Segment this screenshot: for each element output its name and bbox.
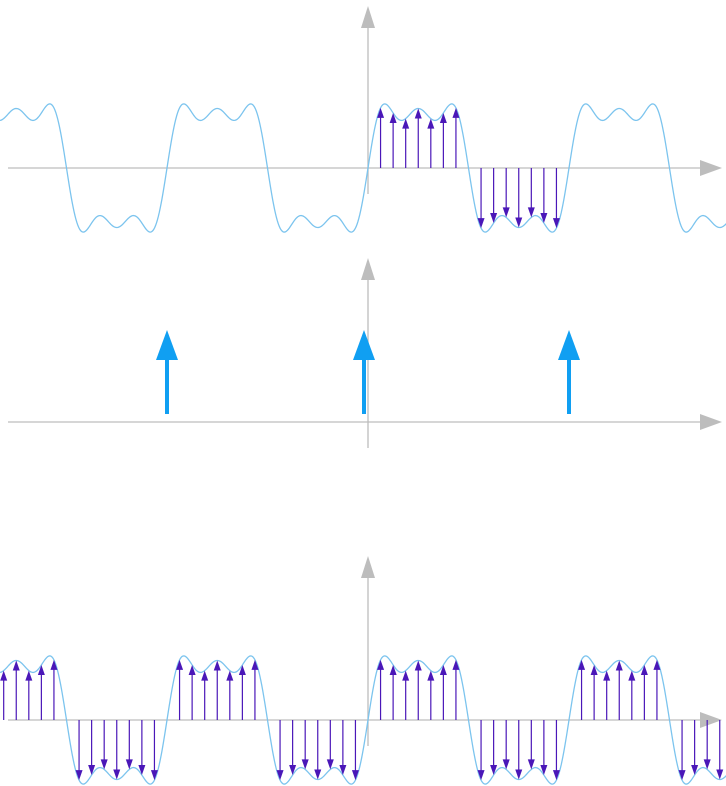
x-axis-arrowhead <box>700 712 722 728</box>
sample-arrowhead <box>289 765 297 776</box>
sample-arrowhead <box>502 207 510 218</box>
sample-arrowhead <box>427 670 435 681</box>
sample-arrowhead <box>640 664 648 675</box>
sample-arrowhead <box>238 664 246 675</box>
sample-arrowhead <box>603 670 611 681</box>
sample-arrowhead <box>37 664 45 675</box>
sample-arrowhead <box>490 213 498 224</box>
panel-sampled-one-period <box>0 6 726 233</box>
sample-arrowhead <box>188 664 196 675</box>
sample-arrowhead <box>402 118 410 129</box>
sample-arrowhead <box>653 659 661 670</box>
sample-arrowhead <box>552 218 560 229</box>
sample-arrowhead <box>552 770 560 781</box>
sample-arrowhead <box>502 759 510 770</box>
sample-arrowhead <box>201 670 209 681</box>
sample-arrowhead <box>75 770 83 781</box>
sample-arrowhead <box>716 769 724 780</box>
sample-arrowhead <box>389 112 397 123</box>
sample-arrowhead <box>0 670 8 681</box>
sample-arrowhead <box>414 660 422 671</box>
sample-arrowhead <box>351 770 359 781</box>
x-axis-arrowhead <box>700 414 722 430</box>
sample-arrowhead <box>452 107 460 118</box>
sample-arrowhead <box>540 765 548 776</box>
sample-arrowhead <box>490 765 498 776</box>
sample-arrowhead <box>138 765 146 776</box>
signal-curve <box>0 103 726 233</box>
impulse-arrowhead <box>558 330 580 360</box>
sample-arrowhead <box>314 769 322 780</box>
sample-arrowhead <box>477 770 485 781</box>
sample-arrowhead <box>678 770 686 781</box>
impulse-arrowhead <box>156 330 178 360</box>
sample-arrowhead <box>100 759 108 770</box>
sample-arrowhead <box>176 659 184 670</box>
sample-arrowhead <box>615 660 623 671</box>
sample-arrowhead <box>414 108 422 119</box>
sample-arrowhead <box>251 659 259 670</box>
panel-periodic-samples <box>0 556 726 785</box>
sample-arrowhead <box>439 664 447 675</box>
sample-arrowhead <box>50 659 58 670</box>
sample-arrowhead <box>452 659 460 670</box>
y-axis-arrowhead <box>361 556 375 578</box>
sample-arrowhead <box>515 217 523 228</box>
y-axis-arrowhead <box>361 6 375 28</box>
sample-arrowhead <box>578 659 586 670</box>
sample-arrowhead <box>427 118 435 129</box>
sample-arrowhead <box>301 759 309 770</box>
sample-arrowhead <box>125 759 133 770</box>
sample-arrowhead <box>628 670 636 681</box>
sample-arrowhead <box>540 213 548 224</box>
sample-arrowhead <box>339 765 347 776</box>
sample-arrowhead <box>377 659 385 670</box>
sample-arrowhead <box>25 670 33 681</box>
sample-arrowhead <box>377 107 385 118</box>
sample-arrowhead <box>12 660 20 671</box>
sample-arrowhead <box>703 759 711 770</box>
sample-arrowhead <box>150 770 158 781</box>
sample-arrowhead <box>402 670 410 681</box>
sample-arrowhead <box>226 670 234 681</box>
sample-arrowhead <box>88 765 96 776</box>
panel-impulse-train <box>8 258 722 448</box>
sample-arrowhead <box>326 759 334 770</box>
sample-arrowhead <box>515 769 523 780</box>
sample-arrowhead <box>113 769 121 780</box>
sample-arrowhead <box>213 660 221 671</box>
signal-curve <box>0 655 726 785</box>
sample-arrowhead <box>527 207 535 218</box>
y-axis-arrowhead <box>361 258 375 280</box>
sample-arrowhead <box>477 218 485 229</box>
x-axis-arrowhead <box>700 160 722 176</box>
sample-arrowhead <box>691 765 699 776</box>
sample-arrowhead <box>527 759 535 770</box>
sample-arrowhead <box>439 112 447 123</box>
impulse-arrowhead <box>353 330 375 360</box>
sample-arrowhead <box>389 664 397 675</box>
sample-arrowhead <box>590 664 598 675</box>
sample-arrowhead <box>276 770 284 781</box>
